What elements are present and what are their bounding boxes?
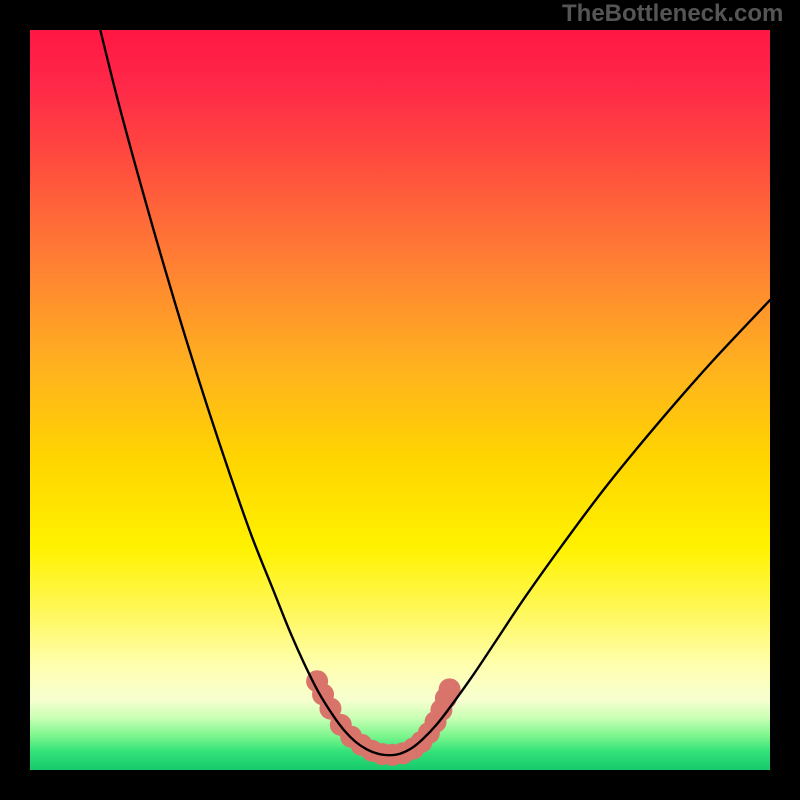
watermark-text: TheBottleneck.com [562,0,783,28]
bottleneck-chart [0,0,800,800]
plot-background-gradient [30,30,770,770]
